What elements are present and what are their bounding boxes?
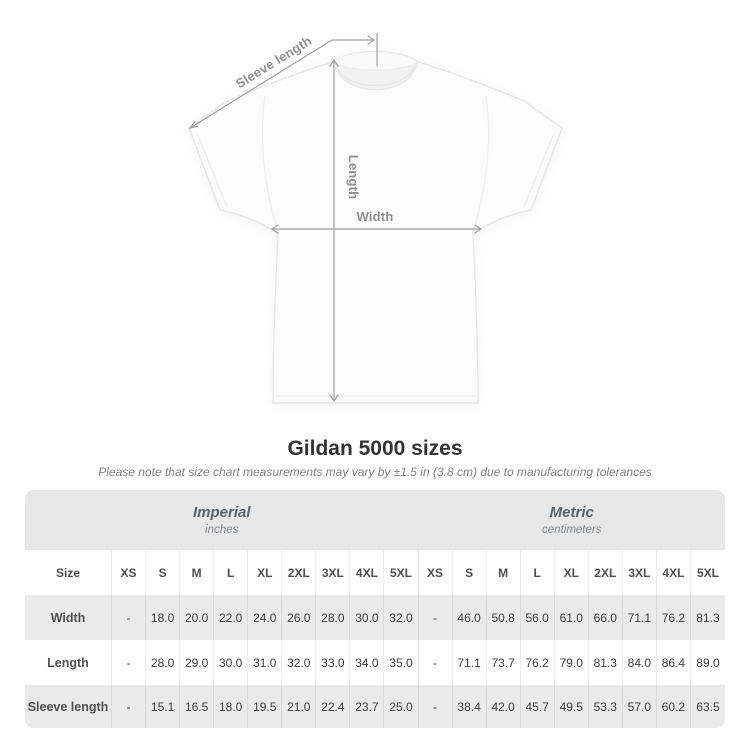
tolerance-note: Please note that size chart measurements…	[98, 465, 652, 479]
value-cell-imperial-3xl: 28.0	[316, 595, 351, 640]
table-row-width: Width -18.0 20.0 22.0 24.0 26.0 28.0 30.0 32.0-4…	[25, 595, 725, 640]
value-cell-metric-xs: -	[419, 640, 453, 685]
size-header-imperial-xs: XS	[112, 550, 147, 595]
value-cell-metric-xl: 49.5	[555, 685, 589, 728]
size-header-metric-s: S	[453, 550, 487, 595]
row-label: Width	[25, 595, 112, 640]
value-cell-imperial-xs: -	[112, 640, 147, 685]
value-cell-metric-xs: -	[419, 685, 453, 728]
size-header-metric-3xl: 3XL	[623, 550, 657, 595]
value-cell-imperial-3xl: 22.4	[316, 685, 351, 728]
value-cell-metric-4xl: 60.2	[657, 685, 691, 728]
value-cell-metric-5xl: 89.0	[696, 655, 720, 670]
value-cell-imperial-xl: 31.0	[248, 640, 283, 685]
value-cell-imperial-xl: 24.0	[248, 595, 283, 640]
value-cell-imperial-3xl: 33.0	[316, 640, 351, 685]
value-cell-imperial-4xl: 23.7	[350, 685, 385, 728]
tshirt-illustration	[188, 50, 563, 404]
table-row-sleeve-length: Sleeve length -15.1 16.5 18.0 19.5 21.0 22.4 23…	[25, 685, 725, 728]
value-cell-metric-5xl: 81.3	[696, 610, 720, 625]
size-header-metric-xl: XL	[555, 550, 589, 595]
value-cell-metric-4xl: 76.2	[657, 595, 691, 640]
imperial-unit: inches	[205, 524, 239, 536]
value-cell-imperial-5xl: 32.0	[384, 595, 419, 640]
size-header-imperial-l: L	[214, 550, 249, 595]
value-cell-metric-s: 46.0	[453, 595, 487, 640]
size-header-metric-5xl: 5XL	[696, 565, 719, 580]
size-header-metric-l: L	[521, 550, 555, 595]
value-cell-imperial-5xl: 25.0	[384, 685, 419, 728]
value-cell-imperial-m: 16.5	[180, 685, 215, 728]
metric-unit: centimeters	[542, 524, 602, 536]
value-cell-imperial-xs: -	[112, 595, 147, 640]
size-header-imperial-2xl: 2XL	[282, 550, 317, 595]
value-cell-metric-s: 38.4	[453, 685, 487, 728]
measurement-arrows	[188, 32, 483, 403]
value-cell-imperial-2xl: 32.0	[282, 640, 317, 685]
value-cell-imperial-l: 30.0	[214, 640, 249, 685]
value-cell-metric-xl: 61.0	[555, 595, 589, 640]
value-cell-metric-xl: 79.0	[555, 640, 589, 685]
value-cell-metric-5xl: 63.5	[696, 699, 720, 714]
imperial-title: Imperial	[192, 504, 251, 521]
value-cell-metric-s: 71.1	[453, 640, 487, 685]
value-cell-imperial-xl: 19.5	[248, 685, 283, 728]
size-header-imperial-m: M	[180, 550, 215, 595]
length-label: Length	[346, 155, 361, 200]
value-cell-metric-m: 42.0	[487, 685, 521, 728]
value-cell-imperial-2xl: 21.0	[282, 685, 317, 728]
value-cell-metric-2xl: 81.3	[589, 640, 623, 685]
metric-title: Metric	[549, 504, 594, 521]
length-arrow	[329, 58, 339, 403]
value-cell-metric-l: 45.7	[521, 685, 555, 728]
size-header-imperial-xl: XL	[248, 550, 283, 595]
size-header-imperial-s: S	[146, 550, 181, 595]
size-header-imperial-3xl: 3XL	[316, 550, 351, 595]
size-column-header: Size	[25, 550, 112, 595]
value-cell-metric-3xl: 84.0	[623, 640, 657, 685]
table-row-length: Length -28.0 29.0 30.0 31.0 32.0 33.0 34.0 35.0-…	[25, 640, 725, 685]
value-cell-metric-3xl: 71.1	[623, 595, 657, 640]
value-cell-imperial-5xl: 35.0	[384, 640, 419, 685]
value-cell-imperial-4xl: 34.0	[350, 640, 385, 685]
value-cell-imperial-m: 20.0	[180, 595, 215, 640]
width-arrow	[270, 224, 483, 234]
value-cell-imperial-2xl: 26.0	[282, 595, 317, 640]
size-header-metric-2xl: 2XL	[589, 550, 623, 595]
size-header-row: Size XS S M L XL 2XL 3XL 4XL 5XL XS S M L XL 2XL 3XL 4XL…	[25, 550, 725, 595]
value-cell-imperial-4xl: 30.0	[350, 595, 385, 640]
value-cell-metric-m: 50.8	[487, 595, 521, 640]
value-cell-metric-4xl: 86.4	[657, 640, 691, 685]
sleeve-length-arrow	[188, 32, 378, 129]
table-header-band: Imperial inches Metric centimeters	[25, 490, 725, 550]
value-cell-imperial-xs: -	[112, 685, 147, 728]
value-cell-imperial-l: 22.0	[214, 595, 249, 640]
size-header-imperial-5xl: 5XL	[384, 550, 419, 595]
value-cell-metric-3xl: 57.0	[623, 685, 657, 728]
row-label: Length	[25, 640, 112, 685]
value-cell-imperial-m: 29.0	[180, 640, 215, 685]
row-label: Sleeve length	[25, 685, 112, 728]
value-cell-metric-l: 56.0	[521, 595, 555, 640]
value-cell-metric-2xl: 53.3	[589, 685, 623, 728]
size-header-metric-4xl: 4XL	[657, 550, 691, 595]
size-header-imperial-4xl: 4XL	[350, 550, 385, 595]
value-cell-metric-m: 73.7	[487, 640, 521, 685]
metric-header: Metric centimeters	[419, 490, 726, 550]
imperial-header: Imperial inches	[25, 490, 419, 550]
value-cell-imperial-l: 18.0	[214, 685, 249, 728]
size-table: Imperial inches Metric centimeters Size …	[25, 490, 725, 728]
size-header-metric-m: M	[487, 550, 521, 595]
value-cell-metric-2xl: 66.0	[589, 595, 623, 640]
size-header-metric-xs: XS	[419, 550, 453, 595]
value-cell-imperial-s: 18.0	[146, 595, 181, 640]
width-label: Width	[357, 209, 394, 224]
tshirt-measurement-diagram: Sleeve length Length Width	[188, 32, 563, 404]
page-title: Gildan 5000 sizes	[287, 437, 463, 460]
value-cell-metric-xs: -	[419, 595, 453, 640]
value-cell-metric-l: 76.2	[521, 640, 555, 685]
value-cell-imperial-s: 28.0	[146, 640, 181, 685]
value-cell-imperial-s: 15.1	[146, 685, 181, 728]
